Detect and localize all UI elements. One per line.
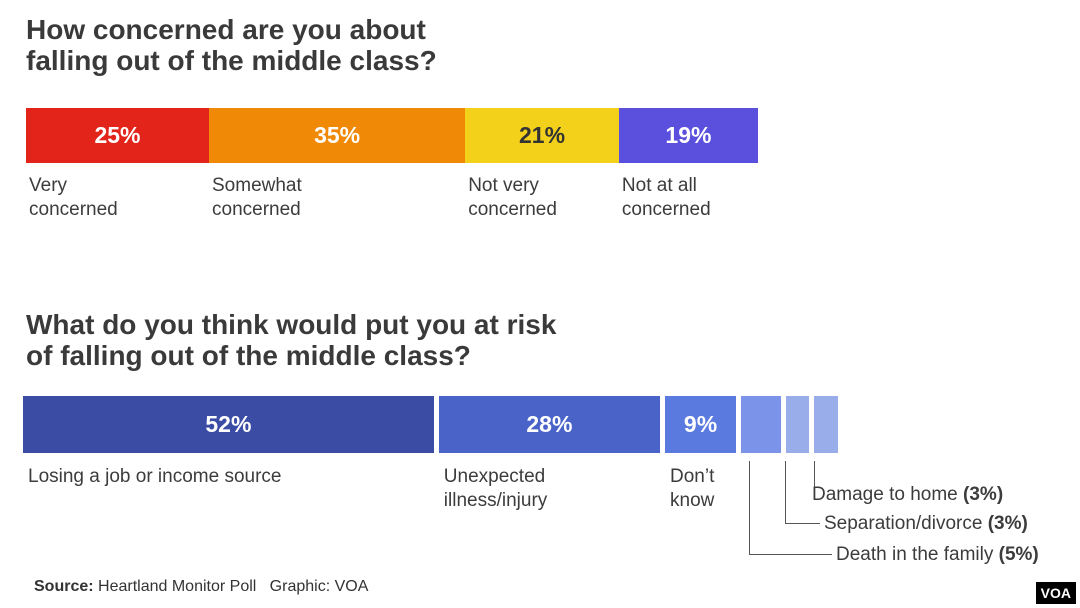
concern-bar-segment-3: 19% [618,108,758,163]
graphic-credit: Graphic: VOA [269,578,369,595]
risk-category-name-4: Separation/divorce [824,513,983,534]
concern-bar-segment-1: 35% [209,108,466,163]
concern-category-label-0: Very concerned [29,175,118,220]
concern-category-label-2: Not very concerned [468,175,557,220]
risk-category-name-5: Damage to home [812,484,958,505]
chart-1-title: How concerned are you about falling out … [26,14,437,76]
source-text: Heartland Monitor Poll [98,578,257,595]
risk-leader-line-5 [814,461,816,495]
risk-leader-line-3 [748,461,832,555]
voa-logo: VOA [1035,582,1076,604]
risk-category-label-0: Losing a job or income source [28,466,282,487]
risk-bar-segment-2: 9% [665,396,737,453]
risk-bar-segment-1: 28% [438,396,660,453]
concern-category-label-3: Not at all concerned [621,175,711,220]
risk-category-label-3: Death in the family (5%) [836,544,1039,566]
risk-category-label-2: Don’t know [670,466,715,511]
risk-category-label-1: Unexpected illness/injury [443,466,548,511]
risk-bar-segment-0: 52% [23,396,434,453]
risk-category-name-3: Death in the family [836,544,994,565]
source-label: Source: [34,578,94,595]
risk-value-label-4: (3%) [987,513,1028,534]
risk-bar-segment-5 [814,396,838,453]
risk-category-label-5: Damage to home (3%) [812,484,1003,506]
risk-bar-segment-3 [741,396,781,453]
risk-category-label-4: Separation/divorce (3%) [824,513,1028,535]
risk-leader-line-4 [785,461,820,524]
chart-2-title: What do you think would put you at risk … [26,309,557,371]
risk-value-label-3: (5%) [998,544,1039,565]
risk-value-label-5: (3%) [963,484,1004,505]
risk-bar-segment-4 [785,396,810,453]
concern-bar-segment-2: 21% [465,108,619,163]
source-note: Source: Heartland Monitor Poll Graphic: … [34,578,368,596]
concern-category-label-1: Somewhat concerned [212,175,302,220]
concern-bar-segment-0: 25% [26,108,209,163]
